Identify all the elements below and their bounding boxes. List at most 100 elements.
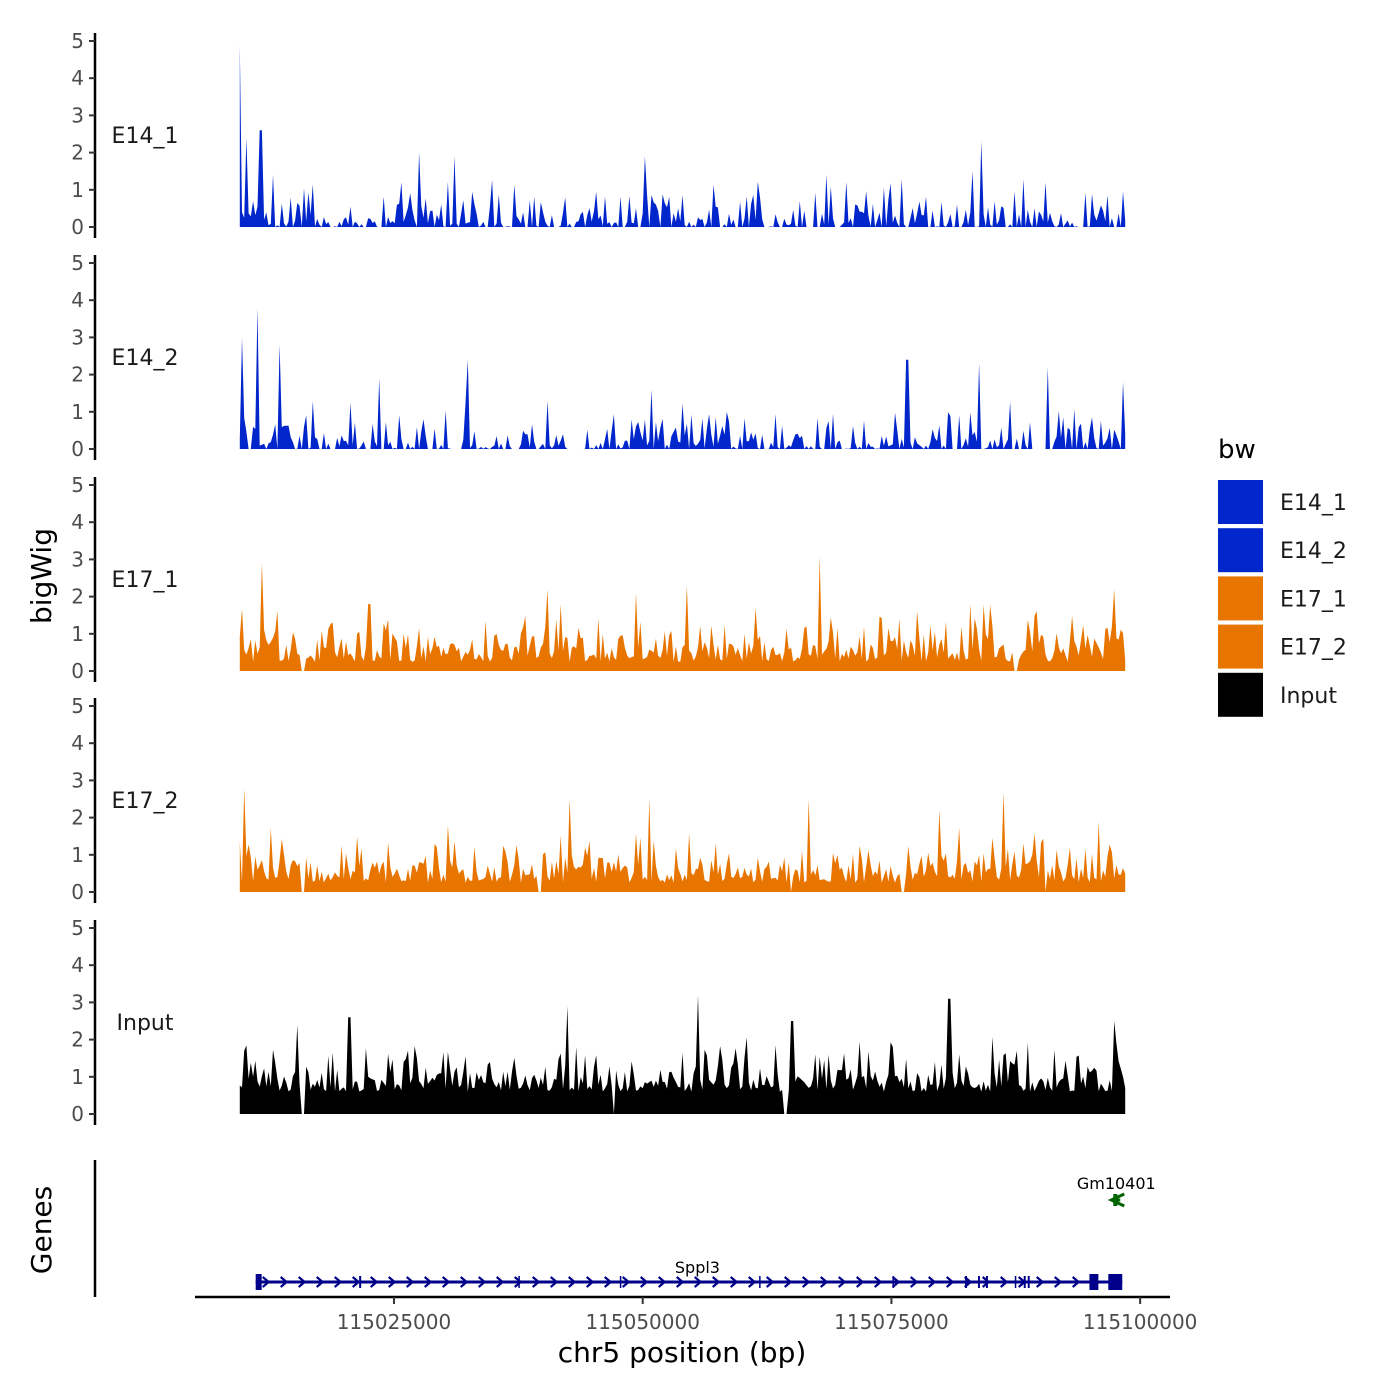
strand-arrow xyxy=(459,1276,469,1288)
track-e17_1: 0 1 2 3 4 5 E17_1 xyxy=(71,473,1126,683)
legend-swatch xyxy=(1218,624,1263,669)
y-tick-label: 0 xyxy=(71,659,84,683)
exon xyxy=(1023,1276,1026,1288)
y-tick-label: 3 xyxy=(71,103,84,127)
track-input: 0 1 2 3 4 5 Input xyxy=(71,916,1126,1126)
legend-swatch xyxy=(1218,528,1263,573)
legend-swatch xyxy=(1218,576,1263,621)
legend-entry-e14_1: E14_1 xyxy=(1218,480,1347,524)
exon xyxy=(518,1276,520,1288)
strand-arrow xyxy=(855,1276,865,1288)
strand-arrow xyxy=(369,1276,379,1288)
coverage-area-e17_2 xyxy=(239,787,1126,892)
exon xyxy=(759,1276,761,1288)
exon xyxy=(1027,1276,1030,1288)
x-axis: 115025000 115050000 115075000 115100000 xyxy=(195,1295,1198,1334)
strand-arrow xyxy=(585,1276,595,1288)
x-tick-label: 115025000 xyxy=(337,1310,452,1334)
y-tick-label: 0 xyxy=(71,437,84,461)
y-tick-label: 5 xyxy=(71,916,84,940)
gene-track: Sppl3 Gm10401 xyxy=(93,1160,1156,1297)
y-tick-label: 5 xyxy=(71,694,84,718)
track-e14_2: 0 1 2 3 4 5 E14_2 xyxy=(71,251,1126,461)
strand-arrow xyxy=(729,1276,739,1288)
gene-gm10401: Gm10401 xyxy=(1077,1174,1156,1208)
x-tick-label: 115100000 xyxy=(1083,1310,1198,1334)
y-tick-label: 2 xyxy=(71,141,84,165)
y-tick-label: 2 xyxy=(71,806,84,830)
strand-arrow xyxy=(531,1276,541,1288)
legend-label: E17_1 xyxy=(1280,587,1347,612)
strand-arrow xyxy=(657,1276,667,1288)
strand-arrow xyxy=(315,1276,325,1288)
y-tick-label: 1 xyxy=(71,400,84,424)
legend-entry-e17_2: E17_2 xyxy=(1218,624,1347,669)
strand-arrow xyxy=(873,1276,883,1288)
exon xyxy=(1113,1194,1118,1206)
track-e17_2: 0 1 2 3 4 5 E17_2 xyxy=(71,694,1126,904)
x-tick-label: 115075000 xyxy=(834,1310,949,1334)
track-label: Input xyxy=(117,1011,174,1036)
strand-arrow xyxy=(405,1276,415,1288)
y-tick-label: 0 xyxy=(71,215,84,239)
y-tick-label: 4 xyxy=(71,288,84,312)
coverage-area-input xyxy=(239,995,1126,1114)
legend-swatch xyxy=(1218,672,1263,717)
genes-axis-title: Genes xyxy=(25,1186,58,1274)
y-tick-label: 3 xyxy=(71,990,84,1014)
strand-arrow xyxy=(927,1276,937,1288)
y-tick-label: 0 xyxy=(71,1102,84,1126)
strand-arrow xyxy=(351,1276,361,1288)
y-tick-label: 0 xyxy=(71,880,84,904)
legend-entry-e14_2: E14_2 xyxy=(1218,528,1347,573)
strand-arrow xyxy=(549,1276,559,1288)
strand-arrow xyxy=(333,1276,343,1288)
exon xyxy=(1089,1274,1099,1290)
y-tick-label: 5 xyxy=(71,29,84,53)
y-tick-label: 4 xyxy=(71,953,84,977)
legend-label: E17_2 xyxy=(1280,636,1347,661)
strand-arrow xyxy=(261,1276,271,1288)
exon xyxy=(359,1276,362,1288)
strand-arrow xyxy=(387,1276,397,1288)
legend-swatch xyxy=(1218,480,1263,524)
strand-arrow xyxy=(1035,1276,1045,1288)
y-tick-label: 5 xyxy=(71,473,84,497)
strand-arrow xyxy=(279,1276,289,1288)
x-tick-label: 115050000 xyxy=(585,1310,700,1334)
y-tick-label: 4 xyxy=(71,510,84,534)
strand-arrow xyxy=(477,1276,487,1288)
legend-label: E14_1 xyxy=(1280,491,1347,516)
y-tick-label: 2 xyxy=(71,363,84,387)
y-tick-label: 3 xyxy=(71,547,84,571)
gene-label: Sppl3 xyxy=(675,1258,720,1277)
strand-arrow xyxy=(693,1276,703,1288)
strand-arrow xyxy=(297,1276,307,1288)
strand-arrow xyxy=(747,1276,757,1288)
track-label: E14_1 xyxy=(112,124,179,149)
y-tick-label: 2 xyxy=(71,585,84,609)
strand-arrow xyxy=(837,1276,847,1288)
exon xyxy=(977,1276,980,1288)
legend-entry-e17_1: E17_1 xyxy=(1218,576,1347,621)
track-label: E17_1 xyxy=(112,568,179,593)
y-axis-title: bigWig xyxy=(25,528,58,624)
strand-arrow xyxy=(1107,1192,1125,1208)
strand-arrow xyxy=(603,1276,613,1288)
legend-title: bw xyxy=(1218,435,1256,465)
y-tick-label: 1 xyxy=(71,1065,84,1089)
strand-arrow xyxy=(441,1276,451,1288)
legend-entry-input: Input xyxy=(1218,672,1337,717)
coverage-area-e14_2 xyxy=(239,307,1126,449)
exon xyxy=(1108,1274,1123,1290)
track-label: E14_2 xyxy=(112,346,179,371)
strand-arrow xyxy=(711,1276,721,1288)
strand-arrow xyxy=(801,1276,811,1288)
legend-label: Input xyxy=(1280,684,1337,709)
x-axis-title: chr5 position (bp) xyxy=(558,1336,807,1369)
strand-arrow xyxy=(675,1276,685,1288)
strand-arrow xyxy=(765,1276,775,1288)
exon xyxy=(1014,1276,1017,1288)
